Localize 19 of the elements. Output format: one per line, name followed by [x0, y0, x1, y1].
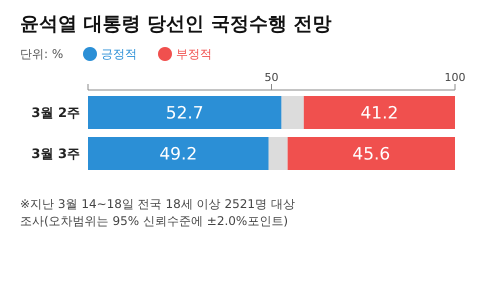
data-label: 45.6	[352, 144, 390, 165]
bar	[88, 96, 282, 129]
x-tick-label: 100	[444, 71, 466, 84]
data-label: 49.2	[159, 144, 198, 165]
bar	[281, 96, 304, 129]
bar	[88, 137, 269, 170]
text: ※지난 3월 14~18일 전국 18세 이상 2521명 대상 조사(오차범위는 95% 신뢰수준에 ±2.0%포인트)	[20, 197, 295, 228]
legend-title: 단위: %	[20, 47, 64, 61]
bar	[288, 137, 455, 170]
bar	[268, 137, 288, 170]
x-tick-label: 50	[264, 71, 278, 84]
y-tick-label: 3월 2주	[31, 106, 80, 122]
legend-label: 부정적	[176, 47, 212, 61]
data-label: 41.2	[360, 104, 398, 124]
y-tick-label: 3월 3주	[31, 147, 80, 162]
chart-title: 윤석열 대통령 당선인 국정수행 전망	[20, 13, 332, 35]
bar	[304, 96, 455, 129]
legend-label: 긍정적	[101, 47, 137, 61]
data-label: 52.7	[166, 104, 204, 124]
